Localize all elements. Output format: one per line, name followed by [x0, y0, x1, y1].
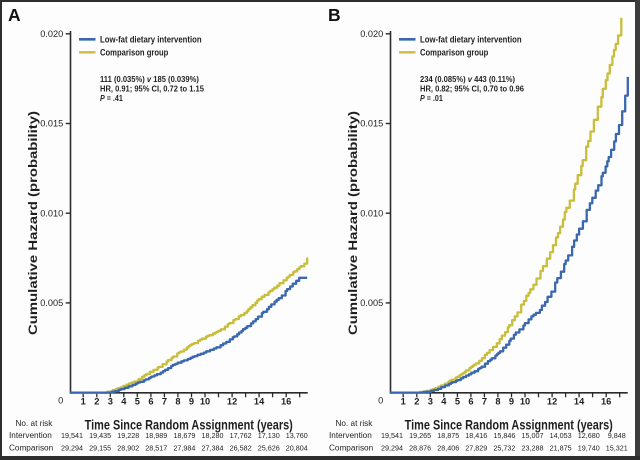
svg-text:A: A — [8, 5, 21, 25]
svg-text:Cumulative Hazard (probability: Cumulative Hazard (probability) — [346, 111, 359, 335]
svg-text:13,760: 13,760 — [286, 431, 308, 440]
svg-text:8: 8 — [175, 397, 180, 407]
svg-text:7: 7 — [162, 397, 167, 407]
svg-text:Comparison: Comparison — [329, 444, 374, 453]
svg-text:P = .41: P = .41 — [100, 93, 123, 103]
svg-text:Time Since Random Assignment (: Time Since Random Assignment (years) — [405, 417, 613, 433]
svg-text:18,416: 18,416 — [465, 431, 487, 440]
svg-text:P = .01: P = .01 — [420, 93, 443, 103]
svg-text:1: 1 — [401, 397, 406, 407]
svg-text:Comparison: Comparison — [9, 444, 54, 453]
svg-text:29,155: 29,155 — [89, 444, 111, 453]
svg-text:Intervention: Intervention — [9, 431, 52, 440]
svg-text:0.015: 0.015 — [360, 119, 383, 129]
svg-text:2: 2 — [414, 397, 419, 407]
svg-text:5: 5 — [135, 397, 140, 407]
svg-text:19,541: 19,541 — [381, 431, 403, 440]
svg-text:0.020: 0.020 — [360, 29, 383, 39]
svg-text:26,582: 26,582 — [230, 444, 252, 453]
svg-text:Intervention: Intervention — [329, 431, 372, 440]
svg-text:0.005: 0.005 — [360, 298, 383, 308]
svg-text:0: 0 — [58, 396, 63, 406]
svg-text:20,804: 20,804 — [286, 444, 308, 453]
svg-text:15,007: 15,007 — [522, 431, 544, 440]
svg-text:25,626: 25,626 — [258, 444, 280, 453]
svg-text:18,989: 18,989 — [145, 431, 167, 440]
svg-text:7: 7 — [482, 397, 487, 407]
svg-text:6: 6 — [468, 397, 473, 407]
svg-text:14: 14 — [254, 397, 265, 407]
svg-text:29,294: 29,294 — [61, 444, 83, 453]
svg-text:No. at risk: No. at risk — [16, 419, 54, 428]
svg-text:3: 3 — [108, 397, 113, 407]
svg-text:0.005: 0.005 — [40, 298, 63, 308]
svg-text:17,130: 17,130 — [258, 431, 280, 440]
svg-text:28,876: 28,876 — [409, 444, 431, 453]
svg-text:4: 4 — [441, 397, 447, 407]
svg-text:19,228: 19,228 — [117, 431, 139, 440]
svg-text:18,679: 18,679 — [173, 431, 195, 440]
svg-text:25,732: 25,732 — [493, 444, 515, 453]
svg-text:Time Since Random Assignment (: Time Since Random Assignment (years) — [85, 417, 293, 433]
svg-text:3: 3 — [428, 397, 433, 407]
svg-text:111 (0.035%) v 185 (0.039%): 111 (0.035%) v 185 (0.039%) — [100, 75, 199, 85]
svg-text:12: 12 — [227, 397, 237, 407]
svg-text:Comparison group: Comparison group — [100, 47, 168, 58]
svg-text:12,680: 12,680 — [578, 431, 600, 440]
svg-text:9: 9 — [189, 397, 194, 407]
svg-text:10: 10 — [520, 397, 530, 407]
svg-text:23,288: 23,288 — [522, 444, 544, 453]
svg-text:1: 1 — [81, 397, 86, 407]
svg-text:6: 6 — [148, 397, 153, 407]
svg-text:14,053: 14,053 — [550, 431, 572, 440]
svg-text:21,875: 21,875 — [550, 444, 572, 453]
svg-text:16: 16 — [281, 397, 291, 407]
svg-text:9,848: 9,848 — [608, 431, 626, 440]
svg-text:27,829: 27,829 — [465, 444, 487, 453]
svg-text:8: 8 — [495, 397, 500, 407]
svg-text:10: 10 — [200, 397, 210, 407]
svg-text:15,321: 15,321 — [606, 444, 628, 453]
svg-text:Cumulative Hazard (probability: Cumulative Hazard (probability) — [26, 111, 39, 335]
svg-text:Low-fat dietary intervention: Low-fat dietary intervention — [100, 34, 202, 45]
svg-text:19,265: 19,265 — [409, 431, 431, 440]
svg-text:29,294: 29,294 — [381, 444, 403, 453]
svg-text:HR, 0.82; 95% CI, 0.70 to 0.96: HR, 0.82; 95% CI, 0.70 to 0.96 — [420, 84, 524, 94]
svg-text:0.010: 0.010 — [40, 208, 63, 218]
svg-text:B: B — [328, 5, 341, 25]
svg-text:234 (0.085%) v 443 (0.11%): 234 (0.085%) v 443 (0.11%) — [420, 75, 515, 85]
svg-text:No. at risk: No. at risk — [336, 419, 374, 428]
svg-text:5: 5 — [455, 397, 460, 407]
svg-text:19,435: 19,435 — [89, 431, 111, 440]
svg-text:0: 0 — [378, 396, 383, 406]
svg-text:12: 12 — [547, 397, 557, 407]
svg-text:16: 16 — [601, 397, 611, 407]
svg-text:HR, 0.91; 95% CI, 0.72 to 1.15: HR, 0.91; 95% CI, 0.72 to 1.15 — [100, 84, 204, 94]
svg-text:2: 2 — [94, 397, 99, 407]
svg-text:19,541: 19,541 — [61, 431, 83, 440]
svg-text:28,406: 28,406 — [437, 444, 459, 453]
svg-text:9: 9 — [509, 397, 514, 407]
svg-text:14: 14 — [574, 397, 585, 407]
svg-text:27,984: 27,984 — [173, 444, 195, 453]
svg-text:27,384: 27,384 — [202, 444, 224, 453]
svg-text:Comparison group: Comparison group — [420, 47, 488, 58]
svg-text:17,762: 17,762 — [230, 431, 252, 440]
svg-text:28,902: 28,902 — [117, 444, 139, 453]
svg-text:19,740: 19,740 — [578, 444, 600, 453]
svg-text:0.020: 0.020 — [40, 29, 63, 39]
svg-text:28,517: 28,517 — [145, 444, 167, 453]
svg-text:0.015: 0.015 — [40, 119, 63, 129]
svg-text:4: 4 — [121, 397, 127, 407]
svg-text:Low-fat dietary intervention: Low-fat dietary intervention — [420, 34, 522, 45]
svg-text:18,280: 18,280 — [202, 431, 224, 440]
svg-text:0.010: 0.010 — [360, 208, 383, 218]
svg-text:15,846: 15,846 — [493, 431, 515, 440]
svg-text:18,875: 18,875 — [437, 431, 459, 440]
